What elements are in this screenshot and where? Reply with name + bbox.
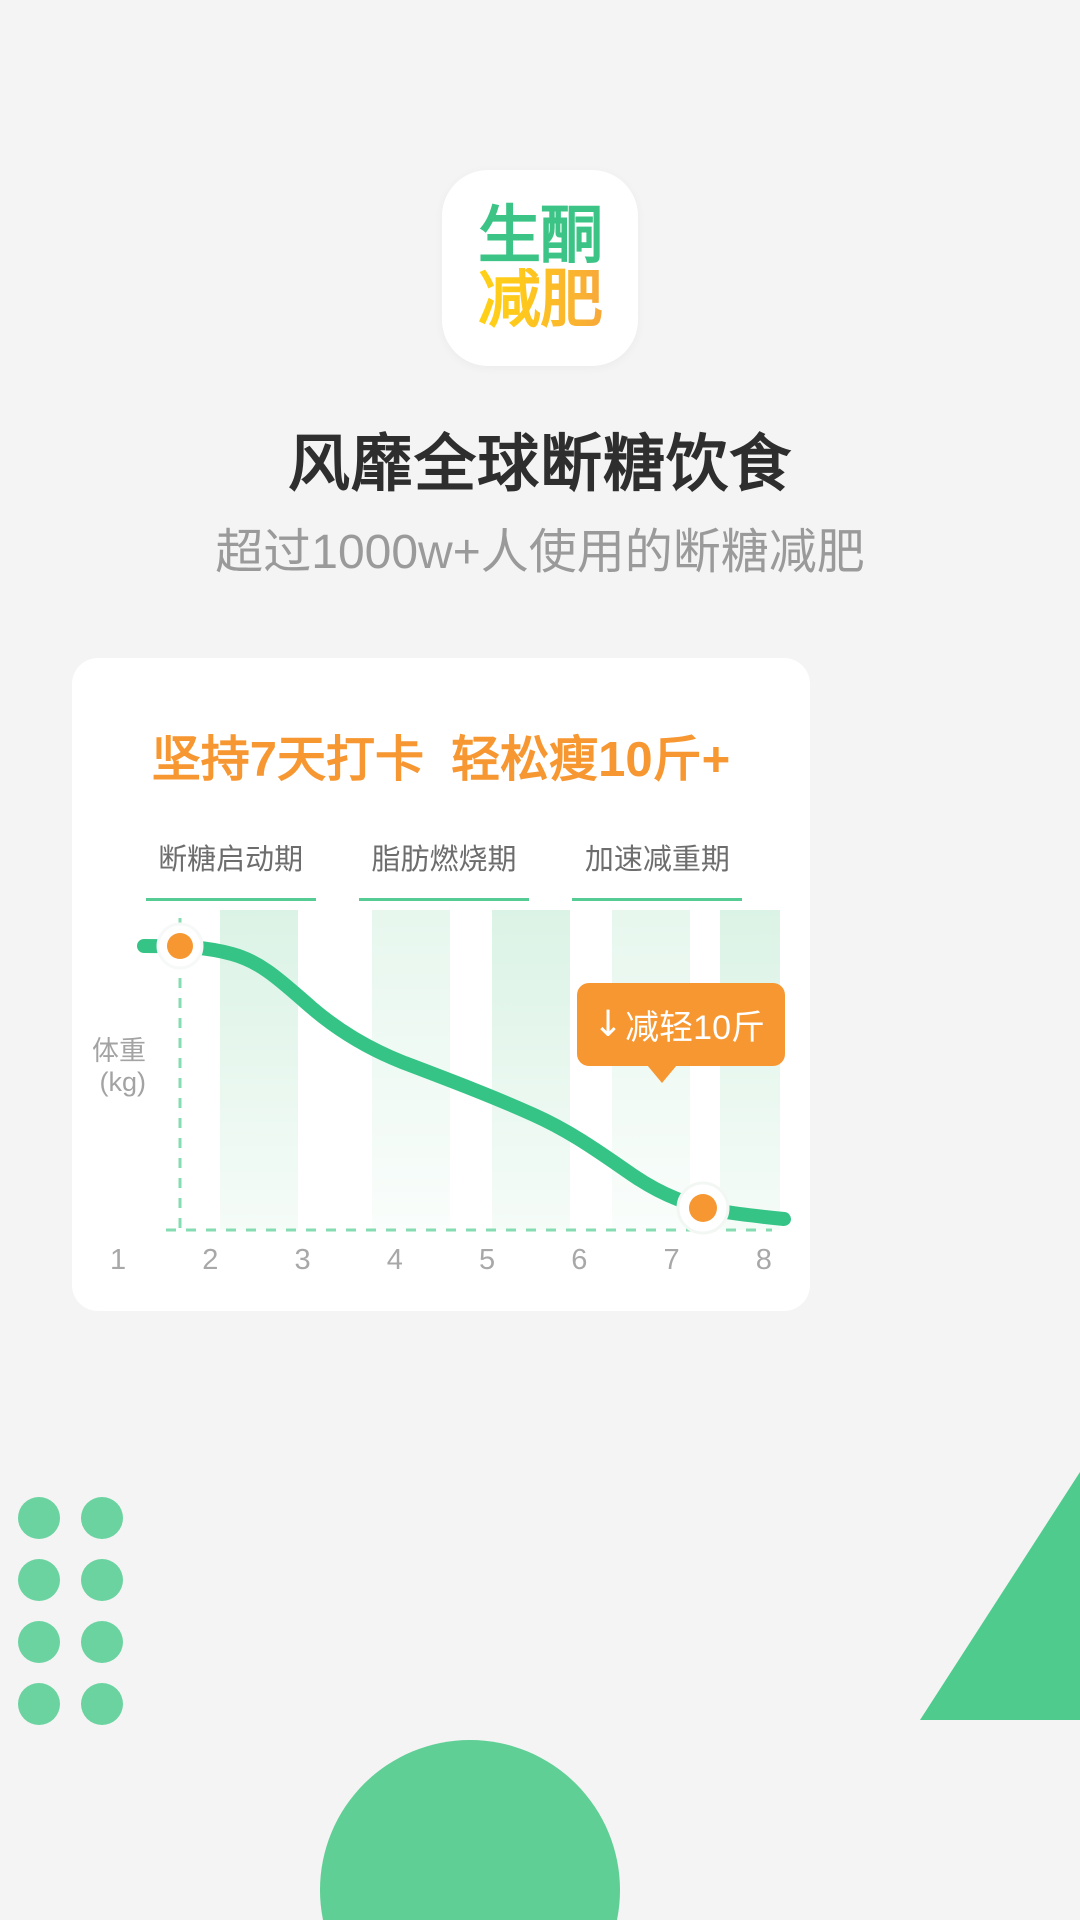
stage-underline	[358, 898, 529, 901]
x-tick: 4	[386, 1244, 403, 1276]
decoration-dot	[18, 1683, 60, 1725]
stage-item-2: 脂肪燃烧期	[337, 836, 550, 901]
decoration-dot	[18, 1497, 60, 1539]
x-tick: 7	[663, 1244, 680, 1276]
stage-label: 脂肪燃烧期	[371, 844, 517, 876]
progress-card: 坚持7天打卡 轻松瘦10斤+ 断糖启动期 脂肪燃烧期 加速减重期	[72, 658, 810, 1311]
x-tick: 8	[755, 1244, 772, 1276]
x-tick: 6	[571, 1244, 588, 1276]
stage-item-3: 加速减重期	[551, 836, 764, 901]
decoration-dot	[18, 1621, 60, 1663]
stage-label: 加速减重期	[584, 844, 730, 876]
decoration-dot	[81, 1497, 123, 1539]
weight-loss-tooltip: ↓ 减轻10斤	[577, 983, 785, 1083]
y-axis-label-line1: 体重	[92, 1036, 146, 1066]
decoration-dot	[81, 1621, 123, 1663]
start-marker	[156, 922, 204, 970]
stage-underline	[145, 898, 316, 901]
x-tick: 5	[479, 1244, 496, 1276]
weight-loss-chart	[72, 910, 810, 1310]
stage-label: 断糖启动期	[158, 844, 304, 876]
stage-underline	[572, 898, 743, 901]
page-subtitle: 超过1000w+人使用的断糖减肥	[215, 526, 865, 579]
page-title: 风靡全球断糖饮食	[287, 430, 792, 499]
x-tick: 2	[202, 1244, 219, 1276]
chart-bands	[220, 910, 780, 1230]
x-tick: 3	[294, 1244, 311, 1276]
stage-item-1: 断糖启动期	[124, 836, 337, 901]
decoration-dot	[81, 1683, 123, 1725]
logo-text-top: 生酮	[478, 198, 603, 272]
y-axis-label-line2: (kg)	[99, 1067, 147, 1098]
y-axis-label: 体重 (kg)	[84, 1036, 146, 1098]
decoration-dot	[18, 1559, 60, 1601]
day7-marker[interactable]	[676, 1181, 730, 1235]
x-axis-ticks: 1 2 3 4 5 6 7 8	[72, 1244, 810, 1277]
card-title: 坚持7天打卡 轻松瘦10斤+	[151, 733, 731, 787]
down-arrow-icon: ↓	[593, 1003, 624, 1045]
chart-svg	[137, 910, 791, 1235]
dot-grid-decoration-icon	[18, 1497, 144, 1745]
decoration-dot	[81, 1559, 123, 1601]
stage-list: 断糖启动期 脂肪燃烧期 加速减重期	[124, 836, 764, 901]
circle-decoration-icon	[320, 1740, 620, 1920]
triangle-decoration-icon	[920, 1410, 1080, 1720]
logo-text-bottom: 减肥	[478, 263, 603, 336]
app-logo-icon: 生酮 减肥	[442, 170, 638, 366]
x-tick: 1	[110, 1244, 127, 1276]
tooltip-text: 减轻10斤	[625, 1009, 765, 1047]
